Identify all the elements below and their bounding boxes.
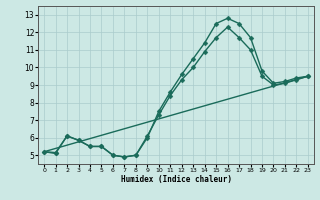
- X-axis label: Humidex (Indice chaleur): Humidex (Indice chaleur): [121, 175, 231, 184]
